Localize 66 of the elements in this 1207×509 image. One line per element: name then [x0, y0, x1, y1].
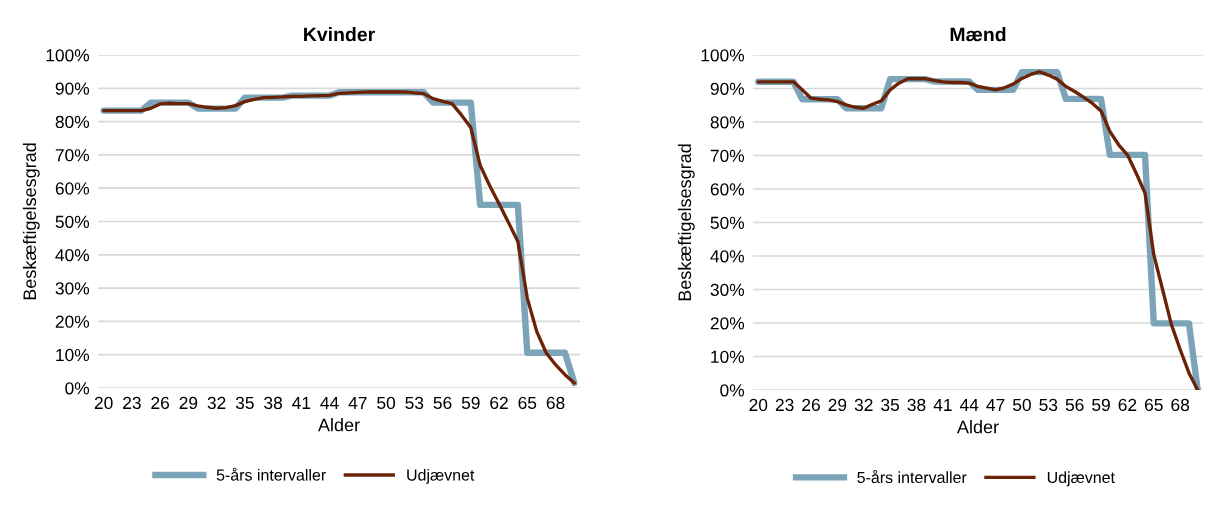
x-tick-label: 32	[207, 396, 226, 410]
x-tick-label: 59	[1092, 398, 1110, 412]
legend-label: Udjævnet	[407, 468, 475, 484]
x-tick-label: 41	[292, 396, 311, 409]
x-axis-title: Alder	[956, 420, 999, 434]
x-tick-label: 26	[802, 398, 820, 412]
x-tick-label: 41	[933, 398, 952, 411]
chart-title: Mænd	[950, 27, 1006, 42]
y-tick-label: 50%	[55, 215, 90, 228]
y-tick-label: 0%	[720, 384, 745, 397]
y-tick-label: 20%	[55, 315, 90, 328]
x-tick-label: 20	[749, 398, 768, 412]
x-tick-label: 50	[1012, 398, 1031, 412]
x-tick-label: 26	[151, 396, 170, 410]
y-axis-title: Beskæftigelsesgrad	[22, 143, 40, 300]
x-tick-label: 23	[775, 398, 794, 412]
y-tick-label: 70%	[55, 149, 90, 162]
legend-label: 5-års intervaller	[216, 467, 326, 481]
y-tick-label: 30%	[710, 283, 745, 296]
y-tick-label: 60%	[55, 182, 90, 195]
x-tick-label: 53	[1039, 398, 1058, 412]
x-axis-title: Alder	[317, 418, 360, 432]
y-tick-label: 40%	[55, 248, 90, 262]
x-tick-label: 29	[179, 396, 198, 410]
y-tick-label: 80%	[55, 115, 90, 129]
x-tick-label: 56	[1065, 398, 1084, 412]
chart-title: Kvinder	[304, 27, 375, 42]
x-tick-label: 62	[490, 396, 508, 410]
x-tick-label: 65	[1145, 398, 1163, 412]
legend-label: Udjævnet	[1047, 471, 1115, 487]
x-tick-label: 35	[235, 396, 254, 410]
x-tick-label: 47	[986, 398, 1005, 411]
y-tick-label: 40%	[710, 250, 745, 263]
y-tick-label: 50%	[710, 216, 745, 229]
y-tick-label: 80%	[710, 116, 745, 129]
y-tick-label: 10%	[56, 348, 90, 362]
x-tick-label: 47	[348, 396, 367, 409]
x-tick-label: 44	[959, 398, 979, 411]
y-tick-label: 100%	[46, 49, 90, 62]
legend-label: 5-års intervaller	[857, 470, 967, 484]
y-tick-label: 90%	[55, 82, 90, 95]
y-tick-label: 0%	[65, 382, 90, 395]
x-tick-label: 44	[320, 396, 339, 409]
x-tick-label: 20	[94, 396, 113, 410]
y-tick-label: 100%	[701, 49, 745, 62]
y-tick-label: 70%	[710, 149, 745, 162]
x-tick-label: 29	[828, 398, 847, 412]
y-tick-label: 30%	[55, 282, 90, 295]
x-tick-label: 62	[1118, 398, 1137, 412]
y-tick-label: 10%	[711, 350, 745, 363]
x-tick-label: 53	[405, 396, 424, 410]
x-tick-label: 68	[546, 396, 565, 410]
y-tick-label: 60%	[710, 183, 745, 196]
x-tick-label: 65	[518, 396, 537, 410]
x-tick-label: 23	[123, 396, 141, 410]
x-tick-label: 32	[854, 398, 873, 412]
y-tick-label: 20%	[710, 317, 745, 330]
x-tick-label: 35	[881, 398, 900, 412]
y-tick-label: 90%	[710, 82, 745, 95]
x-tick-label: 59	[461, 396, 480, 410]
x-tick-label: 68	[1171, 398, 1190, 412]
x-tick-label: 38	[264, 396, 282, 410]
x-tick-label: 56	[433, 396, 452, 410]
x-tick-label: 38	[907, 398, 926, 412]
y-axis-title: Beskæftigelsesgrad	[677, 144, 695, 301]
x-tick-label: 50	[377, 396, 396, 410]
